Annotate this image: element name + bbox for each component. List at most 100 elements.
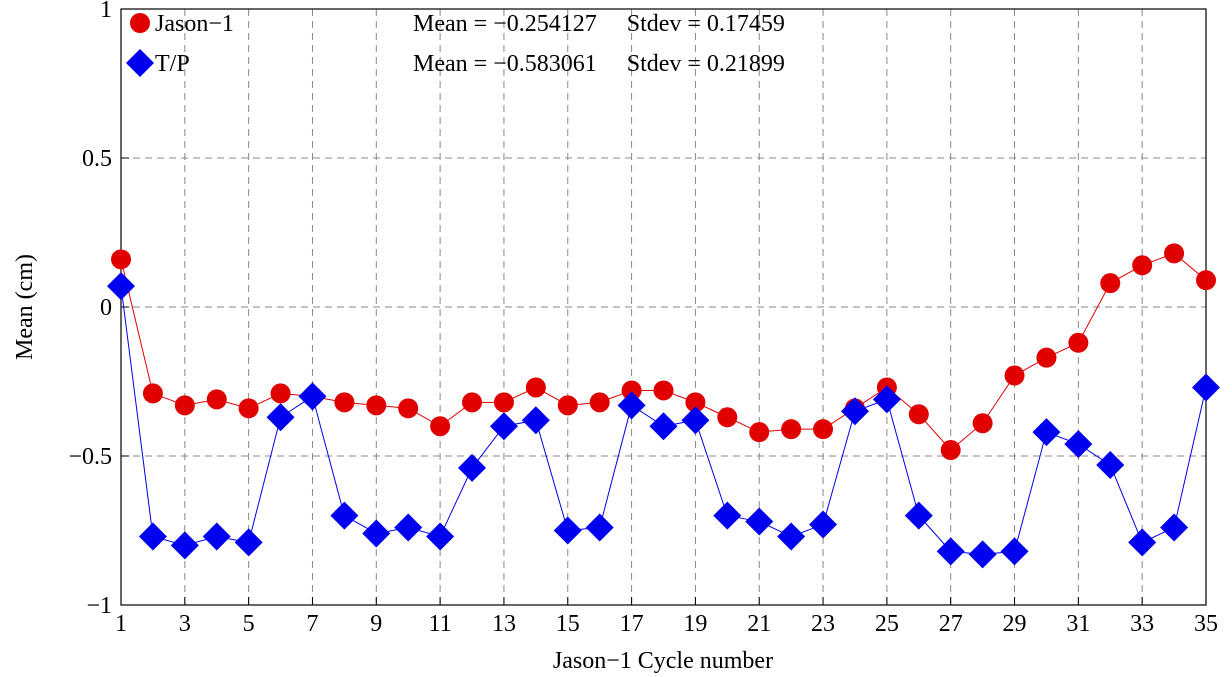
- data-point-2: [107, 272, 135, 301]
- legend-label-1: Jason−1: [155, 11, 234, 37]
- data-point-2: [458, 453, 487, 482]
- x-tick-label: 23: [811, 611, 835, 637]
- data-point-2: [617, 391, 646, 420]
- data-point-1: [238, 398, 259, 419]
- data-point-2: [1128, 528, 1157, 557]
- data-point-2: [202, 522, 231, 551]
- data-point-2: [585, 513, 614, 542]
- data-point-1: [398, 398, 419, 419]
- data-point-2: [426, 522, 455, 551]
- x-tick-label: 7: [306, 611, 318, 637]
- data-point-1: [1196, 270, 1216, 291]
- data-point-2: [266, 403, 295, 432]
- data-point-2: [936, 537, 965, 566]
- y-tick-label: 0: [100, 295, 112, 321]
- stats-text-1: Mean = −0.254127 Stdev = 0.17459: [413, 11, 785, 37]
- data-point-1: [525, 377, 546, 398]
- grid: [121, 9, 1206, 605]
- data-point-1: [781, 419, 802, 440]
- data-point-2: [521, 406, 550, 435]
- data-point-2: [489, 412, 518, 441]
- data-point-1: [685, 392, 706, 413]
- data-point-2: [1192, 373, 1220, 402]
- x-tick-label: 1: [115, 611, 127, 637]
- x-tick-label: 35: [1194, 611, 1218, 637]
- x-tick-label: 17: [620, 611, 644, 637]
- data-point-2: [394, 513, 423, 542]
- x-tick-label: 25: [875, 611, 899, 637]
- data-point-1: [142, 383, 163, 404]
- data-point-2: [681, 406, 710, 435]
- data-point-2: [1064, 430, 1093, 459]
- data-point-1: [653, 380, 674, 401]
- y-tick-label: 0.5: [82, 146, 112, 172]
- data-point-2: [330, 501, 359, 530]
- data-point-1: [111, 249, 131, 270]
- data-point-1: [366, 395, 387, 416]
- data-point-2: [1096, 450, 1125, 479]
- data-point-1: [462, 392, 483, 413]
- data-point-1: [589, 392, 610, 413]
- data-point-1: [813, 419, 834, 440]
- data-point-1: [621, 380, 642, 401]
- x-axis-label: Jason−1 Cycle number: [553, 648, 773, 674]
- data-point-1: [972, 413, 993, 434]
- legend-marker-2: [126, 49, 154, 77]
- y-tick-label: −0.5: [68, 444, 112, 470]
- data-point-1: [334, 392, 355, 413]
- data-point-2: [649, 412, 678, 441]
- legend-label-2: T/P: [155, 51, 190, 77]
- data-point-2: [968, 540, 997, 569]
- data-point-1: [1132, 255, 1153, 276]
- data-point-1: [1164, 243, 1185, 264]
- x-tick-label: 5: [243, 611, 255, 637]
- data-point-1: [1004, 365, 1025, 386]
- data-point-1: [174, 395, 195, 416]
- legend: Jason−1 Mean = −0.254127 Stdev = 0.17459 T…: [126, 11, 785, 77]
- x-tick-label: 27: [939, 611, 963, 637]
- data-point-1: [206, 389, 227, 410]
- data-point-1: [493, 392, 514, 413]
- y-tick-label: −1: [86, 593, 112, 619]
- data-point-2: [170, 531, 199, 560]
- data-point-2: [1032, 418, 1061, 447]
- data-point-2: [872, 385, 901, 414]
- data-point-1: [749, 422, 770, 443]
- series-layer: [107, 243, 1220, 569]
- data-point-2: [298, 382, 327, 411]
- data-point-1: [557, 395, 578, 416]
- data-point-2: [362, 519, 391, 548]
- x-tick-label: 29: [1003, 611, 1027, 637]
- y-tick-label: 1: [100, 0, 112, 23]
- data-point-2: [745, 507, 774, 536]
- x-tick-label: 13: [492, 611, 516, 637]
- data-point-1: [940, 440, 961, 461]
- data-point-1: [717, 407, 738, 428]
- data-point-2: [1000, 537, 1029, 566]
- data-point-2: [553, 516, 582, 545]
- data-point-1: [908, 404, 929, 425]
- data-point-1: [1068, 332, 1089, 353]
- data-point-2: [809, 510, 838, 539]
- data-point-1: [270, 383, 291, 404]
- x-tick-label: 9: [370, 611, 382, 637]
- data-point-1: [1036, 347, 1057, 368]
- legend-marker-1: [130, 13, 150, 33]
- data-point-2: [1160, 513, 1189, 542]
- x-tick-label: 3: [179, 611, 191, 637]
- x-tick-label: 33: [1130, 611, 1154, 637]
- data-point-2: [840, 397, 869, 426]
- data-point-1: [1100, 273, 1121, 294]
- data-point-2: [138, 522, 167, 551]
- data-point-2: [904, 501, 933, 530]
- data-point-2: [777, 522, 806, 551]
- x-tick-label: 11: [429, 611, 452, 637]
- data-point-2: [713, 501, 742, 530]
- ticks: 1 3 5 7 9 11 13 15 17 19 21 23 25 27 29 31 33 35−1−0.500.…: [68, 0, 1218, 637]
- x-tick-label: 31: [1066, 611, 1090, 637]
- y-axis-label: Mean (cm): [12, 254, 38, 360]
- data-point-2: [234, 528, 263, 557]
- x-tick-label: 19: [683, 611, 707, 637]
- data-point-1: [430, 416, 451, 437]
